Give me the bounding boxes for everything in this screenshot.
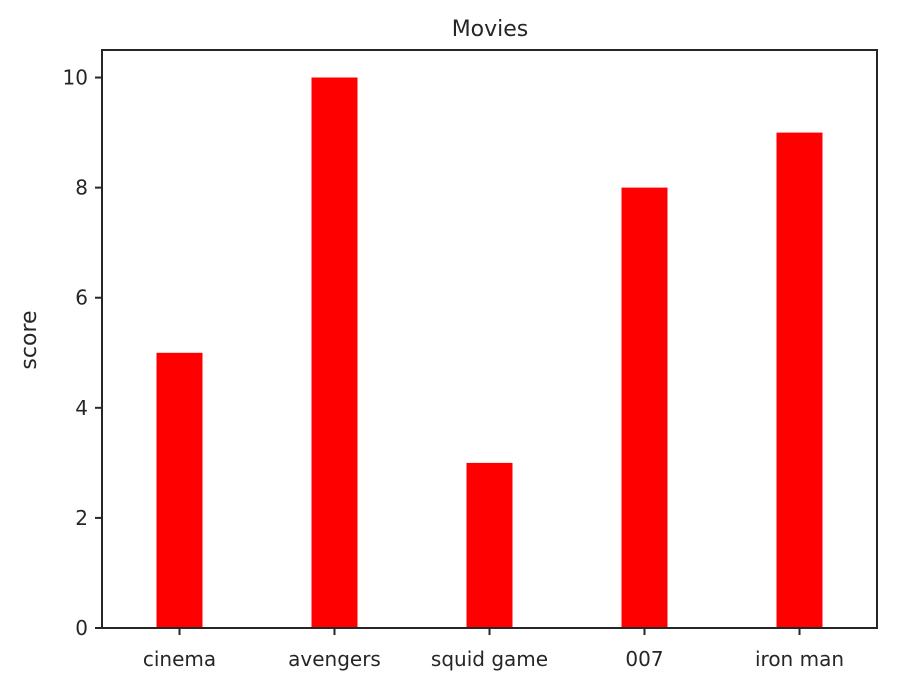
y-tick-label: 0 xyxy=(75,616,88,640)
x-ticks-group: cinema avengers squid game 007 iron man xyxy=(143,628,844,671)
x-tick-label: iron man xyxy=(755,647,844,671)
bar-iron-man xyxy=(776,132,823,628)
chart-title: Movies xyxy=(452,17,529,42)
x-tick-label: 007 xyxy=(625,647,663,671)
y-tick-label: 10 xyxy=(63,66,88,90)
y-tick-label: 4 xyxy=(75,396,88,420)
x-tick-label: cinema xyxy=(143,647,216,671)
bars-group xyxy=(156,77,823,628)
y-tick-label: 6 xyxy=(75,286,88,310)
y-tick-label: 8 xyxy=(75,176,88,200)
bar-squid-game xyxy=(466,462,513,628)
x-tick-label: avengers xyxy=(288,647,381,671)
plot-frame xyxy=(101,49,878,629)
y-tick-label: 2 xyxy=(75,506,88,530)
x-tick-label: squid game xyxy=(431,647,548,671)
bar-cinema xyxy=(156,352,203,628)
y-ticks-group: 0 2 4 6 8 10 xyxy=(63,66,102,640)
bar-avengers xyxy=(311,77,358,628)
bar-007 xyxy=(621,187,668,628)
y-axis-label: score xyxy=(17,310,42,369)
